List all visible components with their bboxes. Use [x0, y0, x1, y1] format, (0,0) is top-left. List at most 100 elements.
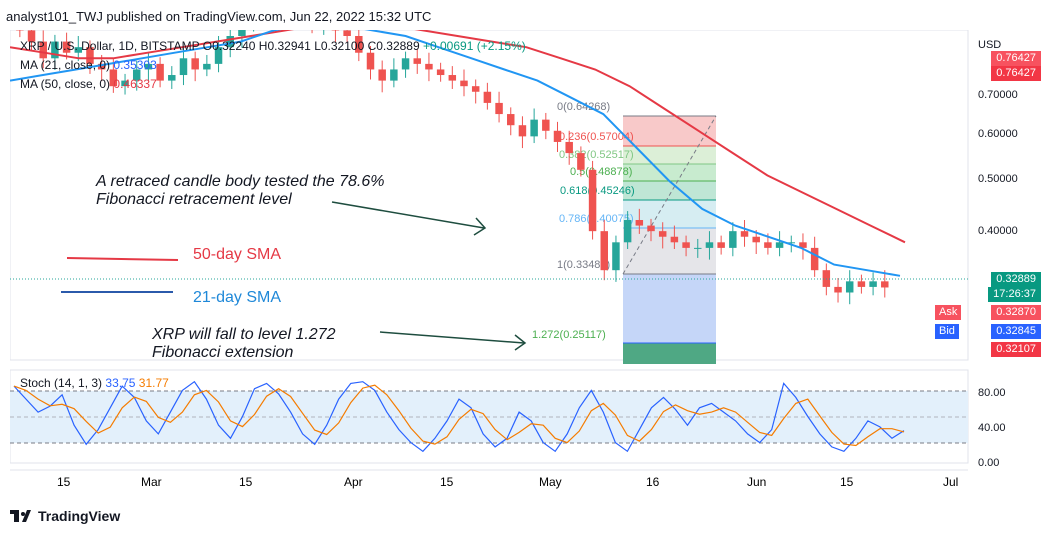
- candle-body[interactable]: [471, 86, 480, 92]
- time-tick-jul: Jul: [943, 475, 958, 489]
- tradingview-footer[interactable]: TradingView: [10, 508, 120, 524]
- candle-body[interactable]: [27, 30, 36, 42]
- time-tick-jun15: 15: [840, 475, 854, 489]
- candle-body[interactable]: [74, 47, 83, 53]
- candle-body[interactable]: [717, 242, 725, 248]
- candle-body[interactable]: [425, 63, 433, 70]
- candle-body[interactable]: [109, 69, 118, 87]
- price-tick-040: 0.40000: [978, 225, 1018, 237]
- stoch-d-value: 31.77: [138, 376, 169, 390]
- ask-price: 0.32870: [991, 305, 1041, 320]
- candle-body[interactable]: [378, 69, 386, 81]
- candlestick-series[interactable]: [16, 30, 889, 305]
- ma21-line[interactable]: [10, 30, 901, 277]
- candle-body[interactable]: [144, 63, 153, 70]
- time-tick-feb15: 15: [57, 475, 71, 489]
- fib-label-1: 1(0.33489): [557, 259, 610, 271]
- candle-body[interactable]: [682, 242, 690, 248]
- candle-body[interactable]: [565, 141, 573, 154]
- candle-body[interactable]: [752, 236, 760, 243]
- candle-body[interactable]: [530, 119, 538, 137]
- candle-body[interactable]: [97, 63, 106, 70]
- chart-svg[interactable]: 0(0.64268) 0.236(0.57004) 0.382(0.52517)…: [10, 30, 1046, 496]
- candle-body[interactable]: [775, 242, 784, 248]
- candle-body[interactable]: [881, 281, 889, 288]
- symbol-legend[interactable]: XRP / U.S. Dollar, 1D, BITSTAMP O0.32240…: [20, 39, 526, 53]
- stoch-d-line[interactable]: [13, 384, 905, 447]
- candle-body[interactable]: [834, 286, 842, 293]
- candle-body[interactable]: [460, 80, 468, 87]
- candle-body[interactable]: [214, 47, 223, 64]
- fall-arrow: [379, 331, 525, 344]
- ma50-line[interactable]: [10, 30, 906, 244]
- sma50-legend-line: [66, 257, 179, 261]
- candle-body[interactable]: [156, 63, 164, 81]
- candle-body[interactable]: [343, 30, 351, 36]
- candle-body[interactable]: [436, 69, 445, 76]
- candle-body[interactable]: [542, 119, 550, 131]
- candle-body[interactable]: [740, 231, 749, 237]
- fib-zone-ext: [623, 343, 716, 364]
- candle-body[interactable]: [448, 75, 457, 81]
- candle-body[interactable]: [588, 169, 597, 232]
- candle-body[interactable]: [635, 220, 644, 226]
- candle-body[interactable]: [799, 242, 807, 248]
- candle-body[interactable]: [729, 231, 737, 248]
- bid-price: 0.32845: [991, 324, 1041, 339]
- candle-body[interactable]: [857, 281, 866, 287]
- candle-body[interactable]: [623, 220, 632, 243]
- stoch-k-value: 33.75: [105, 376, 136, 390]
- sma50-label: 50-day SMA: [193, 246, 282, 263]
- candle-body[interactable]: [366, 52, 375, 70]
- candle-body[interactable]: [518, 125, 527, 137]
- candle-body[interactable]: [869, 281, 877, 287]
- candle-body[interactable]: [845, 281, 854, 293]
- candle-body[interactable]: [600, 231, 608, 271]
- candle-body[interactable]: [62, 41, 71, 53]
- candle-body[interactable]: [390, 69, 398, 81]
- time-tick-apr: Apr: [344, 475, 363, 489]
- candle-body[interactable]: [51, 41, 59, 59]
- retrace-annotation: A retraced candle body tested the 78.6% …: [96, 173, 384, 209]
- candle-body[interactable]: [132, 69, 141, 81]
- candle-body[interactable]: [413, 58, 421, 64]
- stoch-label: Stoch (14, 1, 3): [20, 376, 103, 390]
- candle-body[interactable]: [694, 247, 702, 249]
- candle-body[interactable]: [86, 47, 94, 64]
- candle-body[interactable]: [401, 58, 410, 70]
- candle-body[interactable]: [238, 30, 246, 36]
- candle-body[interactable]: [612, 242, 620, 271]
- candle-body[interactable]: [121, 80, 129, 87]
- candle-body[interactable]: [577, 153, 585, 170]
- candle-body[interactable]: [764, 242, 772, 248]
- stoch-k-line[interactable]: [13, 380, 905, 453]
- fib-label-786: 0.786(0.40075): [559, 213, 634, 225]
- candle-body[interactable]: [226, 36, 234, 48]
- candle-body[interactable]: [191, 58, 199, 70]
- candle-body[interactable]: [495, 102, 503, 115]
- candle-body[interactable]: [553, 130, 562, 142]
- candle-body[interactable]: [787, 242, 796, 244]
- candle-body[interactable]: [483, 91, 492, 103]
- fib-label-0: 0(0.64268): [557, 101, 610, 113]
- ma21-legend[interactable]: MA (21, close, 0) 0.35303: [20, 58, 157, 72]
- candle-body[interactable]: [507, 114, 515, 126]
- candle-body[interactable]: [203, 63, 211, 70]
- candle-body[interactable]: [168, 75, 176, 81]
- ma50-legend[interactable]: MA (50, close, 0) 0.46337: [20, 77, 157, 91]
- publish-header: analyst101_TWJ published on TradingView.…: [6, 9, 432, 24]
- candle-body[interactable]: [810, 247, 819, 271]
- candle-body[interactable]: [658, 231, 667, 237]
- time-tick-apr15: 15: [440, 475, 454, 489]
- candle-body[interactable]: [705, 242, 714, 248]
- candle-body[interactable]: [39, 41, 47, 59]
- stoch-legend[interactable]: Stoch (14, 1, 3) 33.75 31.77: [20, 376, 169, 390]
- fall-line-1: XRP will fall to level 1.272: [152, 326, 336, 343]
- candle-body[interactable]: [670, 236, 679, 243]
- axis-currency: USD: [978, 39, 1001, 51]
- candle-body[interactable]: [179, 58, 188, 76]
- fib-retracement[interactable]: 0(0.64268) 0.236(0.57004) 0.382(0.52517)…: [532, 101, 717, 364]
- candle-body[interactable]: [647, 225, 655, 232]
- ma50-label: MA (50, close, 0): [20, 77, 111, 91]
- candle-body[interactable]: [355, 36, 363, 53]
